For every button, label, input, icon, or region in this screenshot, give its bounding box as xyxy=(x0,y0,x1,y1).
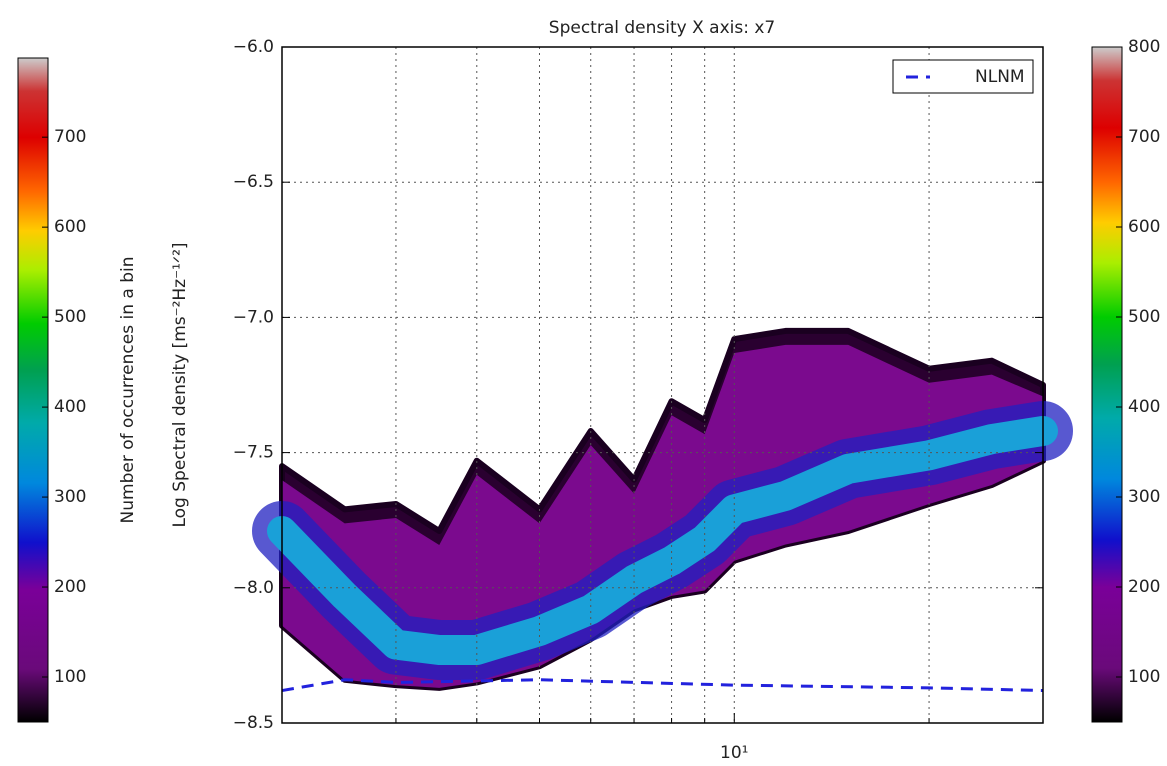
y-tick-label: −6.5 xyxy=(233,172,274,192)
density-body xyxy=(282,344,1043,688)
colorbar-tick-label: 300 xyxy=(54,487,86,507)
y-tick-label: −6.0 xyxy=(233,37,274,57)
x-tick-label: 10¹ xyxy=(720,743,748,763)
series-line xyxy=(281,678,1044,693)
legend-label: NLNM xyxy=(975,67,1025,87)
colorbar-tick-label: 400 xyxy=(1128,397,1160,417)
colorbar-tick-label: 700 xyxy=(54,127,86,147)
density-ridge xyxy=(267,415,1058,665)
y-tick-label: −8.0 xyxy=(233,578,274,598)
y-tick-label: −7.0 xyxy=(233,307,274,327)
label-mask xyxy=(152,150,168,600)
chart-title: Spectral density X axis: x7 xyxy=(549,18,775,38)
y-axis-label: Log Spectral density [ms⁻²Hz⁻¹ᐟ²] xyxy=(170,242,190,527)
colorbar-tick-label: 100 xyxy=(1128,667,1160,687)
colorbar-tick-label: 400 xyxy=(54,397,86,417)
colorbar-tick-label: 800 xyxy=(1128,37,1160,57)
colorbar-tick-label: 500 xyxy=(54,307,86,327)
colorbar xyxy=(1091,46,1123,723)
y-tick-label: −7.5 xyxy=(233,443,274,463)
colorbar-tick-label: 600 xyxy=(54,217,86,237)
plot-frame xyxy=(281,46,1044,724)
colorbar-tick-label: 600 xyxy=(1128,217,1160,237)
colorbar xyxy=(17,57,49,723)
y-tick-label: −8.5 xyxy=(233,713,274,733)
colorbar-tick-label: 300 xyxy=(1128,487,1160,507)
colorbar-tick-label: 700 xyxy=(1128,127,1160,147)
colorbar-tick-label: 100 xyxy=(54,667,86,687)
colorbar-label: Number of occurrences in a bin xyxy=(118,257,138,524)
colorbar-tick-label: 200 xyxy=(1128,577,1160,597)
colorbar-tick-label: 500 xyxy=(1128,307,1160,327)
colorbar-tick-label: 200 xyxy=(54,577,86,597)
